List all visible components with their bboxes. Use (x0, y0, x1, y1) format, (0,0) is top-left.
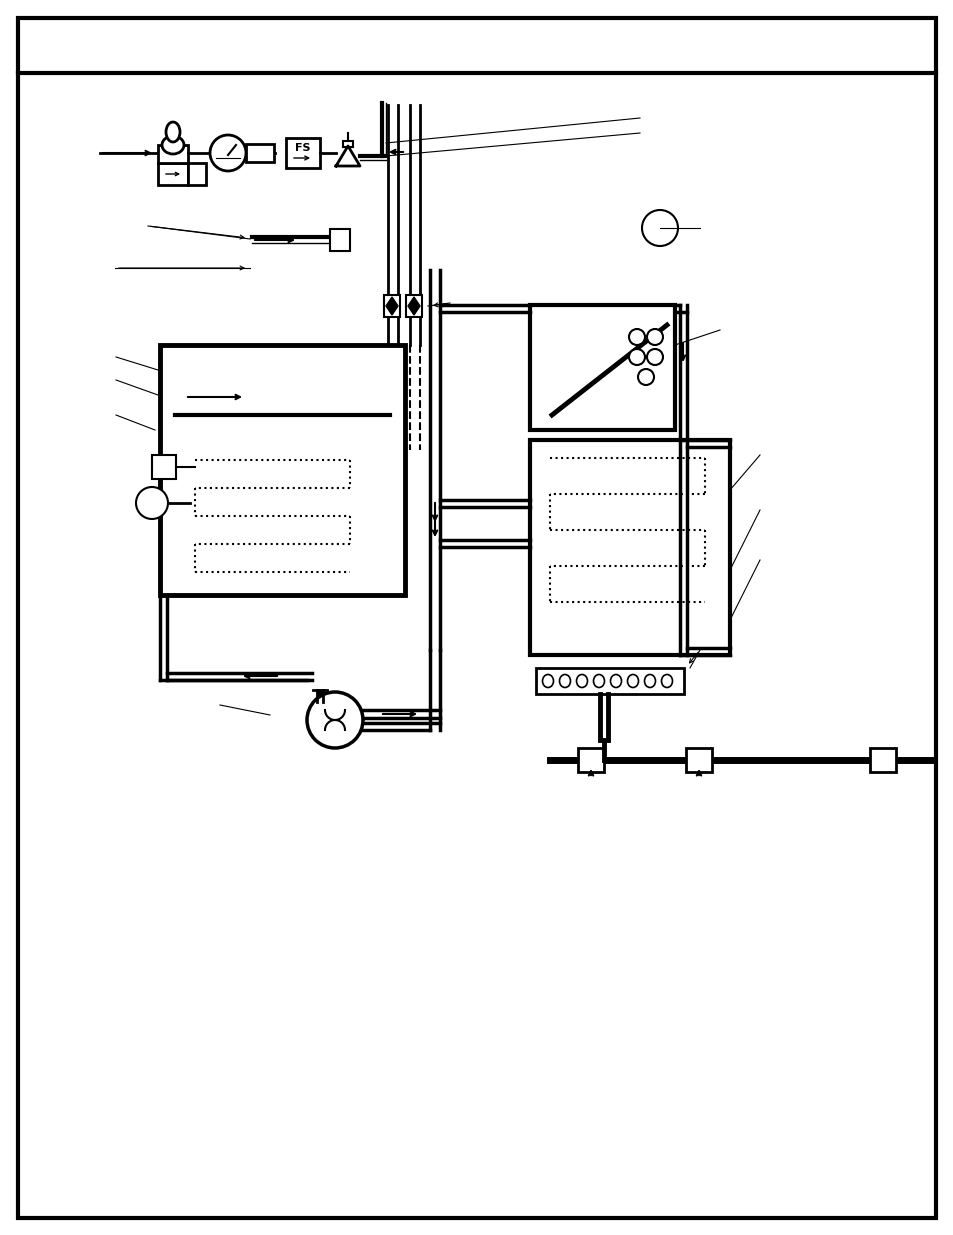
Circle shape (210, 135, 246, 170)
Ellipse shape (660, 674, 672, 688)
Bar (384, 295, 399, 317)
Bar (188, 163, 206, 185)
Ellipse shape (593, 674, 604, 688)
Text: FS: FS (294, 143, 311, 153)
Bar (330, 228, 350, 251)
Bar (530, 440, 729, 655)
Ellipse shape (576, 674, 587, 688)
Bar (286, 138, 319, 168)
Polygon shape (386, 296, 397, 315)
Bar (158, 163, 188, 185)
Circle shape (628, 350, 644, 366)
Circle shape (628, 329, 644, 345)
Bar (406, 295, 421, 317)
Ellipse shape (542, 674, 553, 688)
Bar (343, 141, 353, 147)
Bar (246, 144, 274, 162)
Bar (869, 748, 895, 772)
Ellipse shape (610, 674, 620, 688)
Bar (530, 305, 675, 430)
Bar (160, 345, 405, 595)
Ellipse shape (166, 122, 180, 142)
Circle shape (307, 692, 363, 748)
Polygon shape (335, 146, 359, 165)
Circle shape (646, 329, 662, 345)
Bar (158, 144, 188, 163)
Polygon shape (408, 296, 419, 315)
Circle shape (646, 350, 662, 366)
Ellipse shape (558, 674, 570, 688)
Bar (578, 748, 603, 772)
Ellipse shape (644, 674, 655, 688)
Bar (685, 748, 711, 772)
Bar (152, 454, 175, 479)
Ellipse shape (162, 136, 184, 154)
Bar (536, 668, 683, 694)
Circle shape (638, 369, 654, 385)
Circle shape (641, 210, 678, 246)
Circle shape (136, 487, 168, 519)
Ellipse shape (627, 674, 638, 688)
